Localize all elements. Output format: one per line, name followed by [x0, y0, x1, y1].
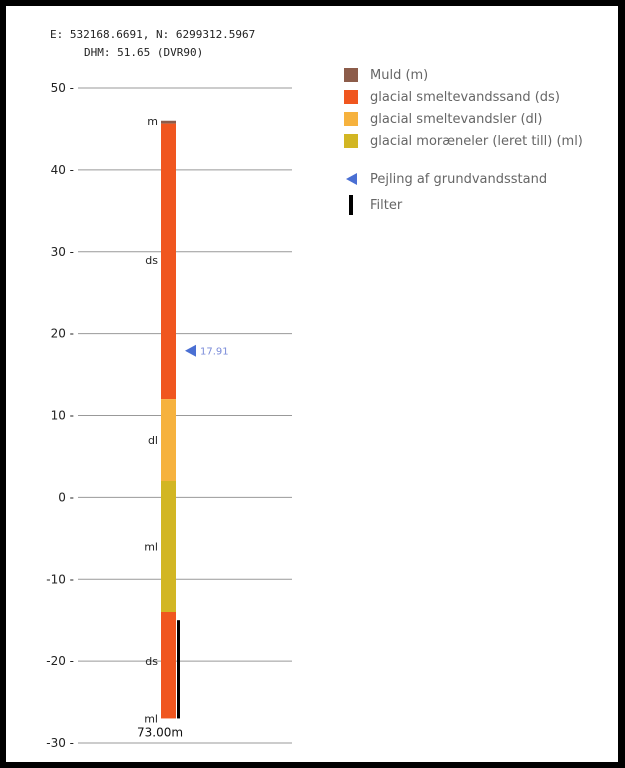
- legend-item: glacial moræneler (leret till) (ml): [344, 130, 583, 152]
- triangle-left-icon-shape: [345, 173, 357, 185]
- total-depth-label: 73.00m: [137, 725, 183, 739]
- coordinates-label: E: 532168.6691, N: 6299312.5967: [50, 28, 256, 41]
- y-tick-label: 10 -: [51, 409, 74, 423]
- water-level-label: 17.91: [200, 347, 229, 358]
- layer-bar-ds: [161, 123, 176, 400]
- y-tick-label: 40 -: [51, 163, 74, 177]
- y-tick-label: 30 -: [51, 245, 74, 259]
- layer-label-m: m: [147, 115, 158, 128]
- y-tick-label: 50 -: [51, 81, 74, 95]
- filter-bar: [177, 620, 180, 719]
- layer-label-ds: ds: [145, 254, 158, 267]
- layer-label-dl: dl: [148, 434, 158, 447]
- layer-bar-m: [161, 120, 176, 124]
- legend-item: Filter: [344, 192, 583, 218]
- layer-label-ml: ml: [144, 541, 158, 554]
- y-tick-label: 0 -: [58, 490, 74, 504]
- legend-swatch: [344, 90, 358, 104]
- vertical-bar-icon: [344, 195, 358, 215]
- legend-swatch: [344, 68, 358, 82]
- borehole-chart-panel: E: 532168.6691, N: 6299312.5967 DHM: 51.…: [6, 6, 618, 762]
- borehole-profile-chart: 50 - 40 - 30 - 20 - 10 - 0 - -10 - -20 - -30 - m d…: [46, 81, 292, 750]
- legend-label: Filter: [370, 197, 403, 213]
- legend-item: Muld (m): [344, 64, 583, 86]
- layer-bar-ml: [161, 481, 176, 612]
- legend-item: glacial smeltevandssand (ds): [344, 86, 583, 108]
- legend-item: glacial smeltevandsler (dl): [344, 108, 583, 130]
- y-tick-label: -10 -: [46, 572, 74, 586]
- legend-label: glacial smeltevandssand (ds): [370, 89, 560, 105]
- y-tick-label: -20 -: [46, 654, 74, 668]
- y-tick-label: -30 -: [46, 736, 74, 750]
- legend-swatch: [344, 134, 358, 148]
- elevation-label: DHM: 51.65 (DVR90): [84, 46, 204, 59]
- legend-swatch: [344, 112, 358, 126]
- legend-gap: [344, 152, 583, 166]
- y-tick-label: 20 -: [51, 327, 74, 341]
- layer-label-ml: ml: [144, 712, 158, 725]
- water-level-marker: [185, 344, 196, 357]
- vertical-bar-icon-shape: [349, 195, 353, 215]
- legend-label: glacial moræneler (leret till) (ml): [370, 133, 583, 149]
- layer-bar-ds: [161, 612, 176, 719]
- legend-label: Pejling af grundvandsstand: [370, 171, 548, 187]
- layer-label-ds: ds: [145, 655, 158, 668]
- legend-item: Pejling af grundvandsstand: [344, 166, 583, 192]
- triangle-left-icon: [344, 173, 358, 185]
- legend-label: glacial smeltevandsler (dl): [370, 111, 543, 127]
- legend: Muld (m) glacial smeltevandssand (ds) glac…: [344, 64, 583, 218]
- layer-bar-dl: [161, 399, 176, 481]
- legend-label: Muld (m): [370, 67, 429, 83]
